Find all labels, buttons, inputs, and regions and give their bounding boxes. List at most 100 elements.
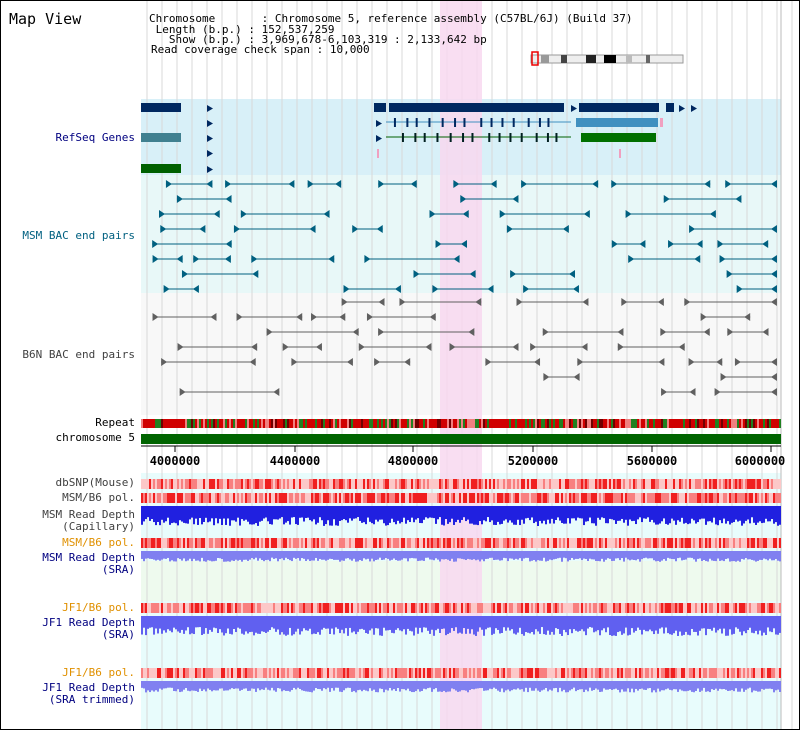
polymorphism-cell (417, 668, 419, 678)
read-depth-bar (689, 551, 691, 558)
repeat-segment (431, 419, 433, 428)
polymorphism-cell (647, 538, 649, 548)
read-depth-bar (635, 616, 637, 631)
read-depth-bar (617, 551, 619, 559)
polymorphism-cell (141, 493, 143, 503)
read-depth-bar (749, 616, 751, 628)
show-info-row: Show (b.p.) : 3,969,678-6,103,319 : 2,13… (168, 33, 487, 46)
polymorphism-cell (199, 493, 201, 503)
read-depth-bar (467, 616, 469, 629)
chromosome-value: Chromosome 5, reference assembly (C57BL/… (274, 12, 633, 25)
polymorphism-cell (197, 603, 199, 613)
polymorphism-cell (579, 668, 581, 678)
polymorphism-cell (525, 603, 527, 613)
read-depth-bar (587, 681, 589, 692)
polymorphism-cell (485, 538, 487, 548)
read-depth-bar (299, 616, 301, 635)
read-depth-bar (275, 616, 277, 632)
polymorphism-cell (577, 538, 579, 548)
polymorphism-cell (551, 538, 553, 548)
read-depth-bar (761, 681, 763, 689)
read-depth-bar (395, 681, 397, 692)
read-depth-bar (435, 681, 437, 689)
read-depth-bar (385, 551, 387, 559)
polymorphism-cell (513, 668, 515, 678)
read-depth-bar (747, 616, 749, 631)
polymorphism-cell (641, 603, 643, 613)
polymorphism-cell (687, 479, 689, 489)
read-depth-bar (237, 551, 239, 561)
polymorphism-cell (389, 493, 391, 503)
polymorphism-cell (649, 668, 651, 678)
polymorphism-cell (517, 538, 519, 548)
polymorphism-cell (743, 668, 745, 678)
read-depth-bar (473, 506, 475, 525)
polymorphism-cell (317, 603, 319, 613)
polymorphism-cell (741, 479, 743, 489)
polymorphism-cell (753, 603, 755, 613)
polymorphism-cell (697, 479, 699, 489)
repeat-segment (747, 419, 749, 428)
polymorphism-cell (255, 668, 257, 678)
polymorphism-cell (369, 538, 371, 548)
polymorphism-cell (421, 538, 423, 548)
repeat-segment (657, 419, 659, 428)
read-depth-bar (639, 616, 641, 630)
read-depth-bar (687, 551, 689, 558)
polymorphism-cell (447, 603, 449, 613)
read-depth-bar (545, 551, 547, 562)
polymorphism-cell (355, 479, 357, 489)
polymorphism-cell (661, 493, 663, 503)
read-depth-bar (437, 681, 439, 692)
polymorphism-cell (485, 493, 487, 503)
read-depth-bar (701, 616, 703, 629)
polymorphism-cell (643, 603, 645, 613)
polymorphism-cell (323, 538, 325, 548)
polymorphism-cell (513, 538, 515, 548)
polymorphism-cell (639, 479, 641, 489)
repeat-segment (405, 419, 407, 428)
repeat-segment (515, 419, 517, 428)
read-depth-bar (643, 681, 645, 690)
polymorphism-cell (575, 479, 577, 489)
polymorphism-cell (353, 668, 355, 678)
polymorphism-cell (537, 479, 539, 489)
polymorphism-cell (285, 493, 287, 503)
polymorphism-cell (143, 603, 145, 613)
polymorphism-cell (199, 668, 201, 678)
read-depth-bar (265, 616, 267, 633)
msm-bac-pair-end (364, 255, 371, 263)
polymorphism-cell (709, 538, 711, 548)
read-depth-bar (247, 551, 249, 561)
polymorphism-cell (719, 668, 721, 678)
msm-bac-pair-end (510, 270, 517, 278)
read-depth-bar (531, 551, 533, 561)
repeat-segment (195, 419, 197, 428)
polymorphism-cell (713, 538, 715, 548)
ideogram-band (586, 55, 596, 63)
polymorphism-cell (683, 538, 685, 548)
read-depth-bar (665, 681, 667, 690)
msm-bac-pair-end (240, 210, 247, 218)
exon (509, 133, 512, 142)
polymorphism-cell (719, 493, 721, 503)
read-depth-bar (601, 616, 603, 631)
read-depth-bar (341, 616, 343, 630)
polymorphism-cell (499, 493, 501, 503)
read-depth-bar (417, 681, 419, 690)
polymorphism-cell (225, 603, 227, 613)
polymorphism-cell (491, 668, 493, 678)
polymorphism-cell (403, 479, 405, 489)
read-depth-bar (377, 551, 379, 560)
polymorphism-cell (207, 603, 209, 613)
polymorphism-cell (209, 603, 211, 613)
repeat-segment (389, 419, 391, 428)
repeat-segment (559, 419, 561, 428)
polymorphism-cell (767, 479, 769, 489)
repeat-segment (167, 419, 169, 428)
polymorphism-cell (453, 603, 455, 613)
read-depth-bar (439, 551, 441, 562)
msm-bac-pair-end (521, 180, 528, 188)
read-depth-bar (217, 506, 219, 524)
